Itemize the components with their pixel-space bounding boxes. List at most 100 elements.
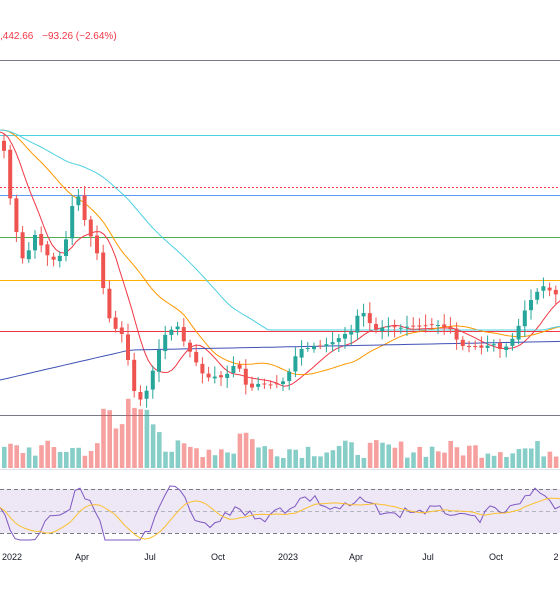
volume-bar [8, 443, 13, 468]
candle-body [194, 351, 199, 363]
candle-body [88, 219, 93, 237]
volume-bar [516, 449, 522, 468]
candle-body [175, 326, 180, 330]
volume-bar [485, 453, 491, 468]
candle-body [181, 327, 186, 342]
volume-bar [243, 432, 249, 468]
candle-body [429, 324, 434, 326]
candle-body [529, 300, 533, 311]
candle-body [169, 329, 174, 335]
candle-body [553, 289, 558, 295]
volume-bar [225, 452, 230, 468]
volume-bar [510, 453, 515, 468]
candle-body [274, 383, 279, 385]
volume-bar [237, 433, 243, 468]
volume-bar [330, 450, 336, 468]
volume-bar [2, 446, 7, 468]
candle-body [132, 359, 137, 391]
volume-bar [541, 456, 546, 468]
candle-body [343, 334, 347, 339]
volume-bar [529, 448, 534, 468]
x-tick-label: Jul [144, 552, 156, 562]
volume-bar [26, 447, 32, 468]
candle-body [535, 291, 540, 300]
candle-body [417, 325, 422, 327]
volume-bar [101, 408, 106, 468]
candle-body [324, 344, 329, 347]
volume-bar [138, 409, 143, 468]
candle-body [231, 366, 236, 373]
candle-body [516, 325, 521, 340]
volume-bar [95, 443, 100, 468]
volume-bar [479, 457, 484, 468]
candle-body [33, 235, 37, 251]
volume-bar [200, 457, 205, 468]
sma-long-line [0, 340, 560, 381]
volume-bar [163, 451, 168, 468]
candle-body [14, 198, 19, 232]
candle-body [39, 233, 44, 246]
moving-averages [0, 129, 560, 387]
candle-body [26, 250, 31, 260]
candle-body [250, 383, 254, 388]
time-axis: 2022 Apr Jul Oct 2023 Apr Jul Oct 2 [2, 552, 559, 562]
volume-bar [454, 447, 460, 468]
volume-bar [126, 398, 131, 468]
candle-body [107, 288, 112, 319]
price-change: −93.26 (−2.64%) [42, 31, 117, 42]
volume-bar [504, 456, 509, 468]
volume-bar [20, 453, 26, 468]
volume-bar [448, 440, 453, 468]
candle-body [268, 384, 273, 386]
volume-bar [547, 451, 553, 468]
volume-bar [312, 456, 317, 468]
volume-bar [417, 446, 422, 468]
x-tick-label: Oct [489, 552, 504, 562]
volume-bar [144, 409, 150, 468]
candle-body [299, 348, 304, 358]
candle-body [163, 334, 168, 352]
candle-body [436, 325, 440, 326]
sma-slow-line [0, 129, 560, 331]
price-header: ,442.66 −93.26 (−2.64%) [0, 31, 123, 42]
candle-body [287, 371, 292, 382]
volume-bar [14, 445, 19, 468]
candle-body [138, 392, 143, 400]
candle-body [312, 346, 316, 350]
candle-body [8, 149, 13, 199]
volume-bar [324, 452, 329, 468]
candle-body [150, 370, 155, 390]
x-tick-label: 2022 [2, 552, 22, 562]
volume-bar [367, 442, 373, 468]
candle-body [423, 325, 428, 327]
candle-body [113, 317, 118, 329]
candle-body [144, 390, 149, 399]
rsi-line [0, 485, 560, 541]
volume-bar [45, 440, 50, 468]
volume-bar [343, 440, 348, 468]
candle-body [70, 206, 75, 239]
x-tick-label: Oct [211, 552, 226, 562]
volume-bar [392, 447, 398, 468]
candle-body [361, 313, 366, 317]
candle-body [374, 324, 378, 330]
volume-bar [256, 447, 261, 468]
candle-body [119, 327, 124, 334]
candle-body [442, 324, 447, 328]
rsi-pane [0, 485, 560, 541]
candle-body [219, 375, 223, 378]
candle-body [51, 256, 56, 260]
volume-bar [39, 445, 44, 468]
candle-body [206, 373, 211, 378]
volume-bar [231, 453, 236, 468]
volume-bar [522, 448, 528, 468]
volume-bar [119, 424, 125, 468]
candle-body [380, 327, 385, 332]
candle-body [504, 346, 509, 351]
volume-bar [398, 441, 404, 468]
volume-bar [33, 455, 38, 468]
candle-body [411, 325, 416, 327]
x-tick-label: 2 [553, 552, 558, 562]
rsi-ma-line [0, 497, 560, 540]
